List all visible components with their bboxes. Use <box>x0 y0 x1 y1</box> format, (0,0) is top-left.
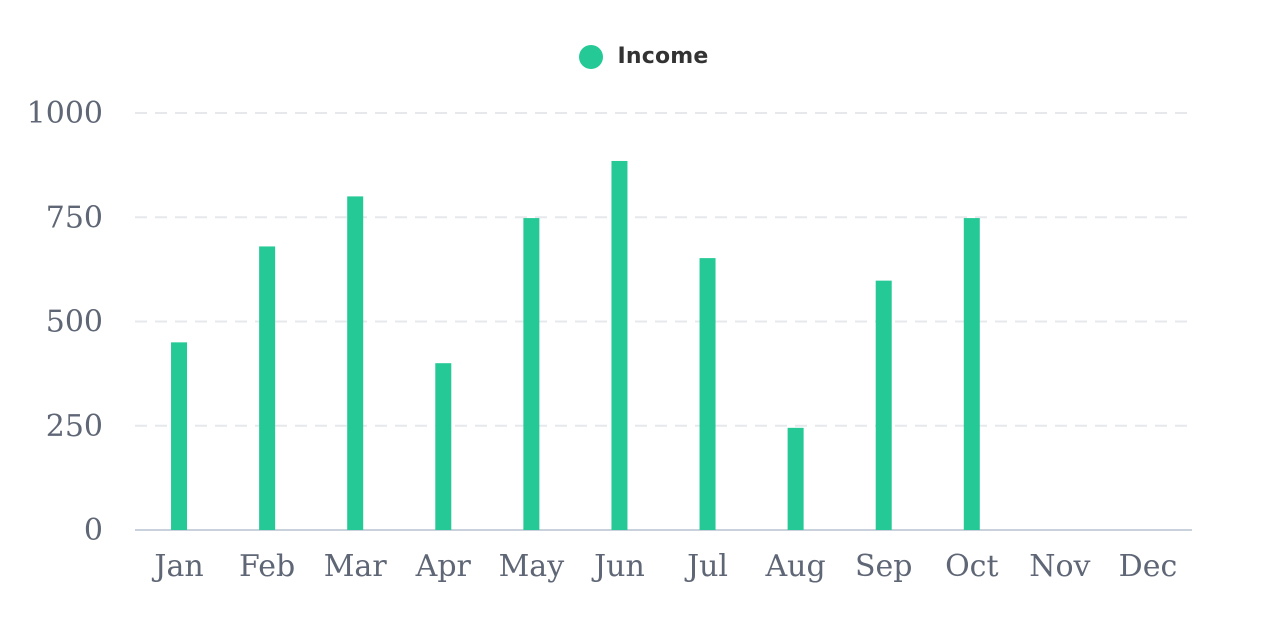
bar-oct[interactable] <box>963 218 980 531</box>
bar-feb[interactable] <box>259 246 276 530</box>
x-tick-label-sep: Sep <box>855 549 913 584</box>
y-tick-label-250: 250 <box>46 409 103 444</box>
y-tick-label-1000: 1000 <box>27 96 103 131</box>
bar-aug[interactable] <box>787 427 804 530</box>
legend[interactable]: Income <box>0 44 1288 69</box>
x-tick-label-dec: Dec <box>1119 549 1178 584</box>
legend-label-income: Income <box>617 44 709 69</box>
bar-jul[interactable] <box>699 258 716 530</box>
bar-mar[interactable] <box>347 196 364 530</box>
x-tick-label-may: May <box>499 549 565 584</box>
x-tick-label-aug: Aug <box>765 549 826 584</box>
legend-swatch-income <box>579 44 604 69</box>
x-tick-label-apr: Apr <box>415 549 472 584</box>
x-tick-label-mar: Mar <box>324 549 388 584</box>
x-tick-label-nov: Nov <box>1029 549 1090 584</box>
x-tick-label-jun: Jun <box>591 549 645 584</box>
bar-jan[interactable] <box>171 342 188 530</box>
y-tick-label-0: 0 <box>84 513 103 548</box>
x-tick-label-jan: Jan <box>151 549 203 584</box>
bar-jun[interactable] <box>611 160 628 530</box>
y-tick-label-750: 750 <box>46 200 103 235</box>
bar-sep[interactable] <box>875 280 892 530</box>
x-tick-label-oct: Oct <box>945 549 998 584</box>
x-tick-label-feb: Feb <box>239 549 295 584</box>
x-tick-label-jul: Jul <box>684 549 728 584</box>
bar-apr[interactable] <box>435 363 452 530</box>
bar-may[interactable] <box>523 218 540 531</box>
y-tick-label-500: 500 <box>46 305 103 340</box>
